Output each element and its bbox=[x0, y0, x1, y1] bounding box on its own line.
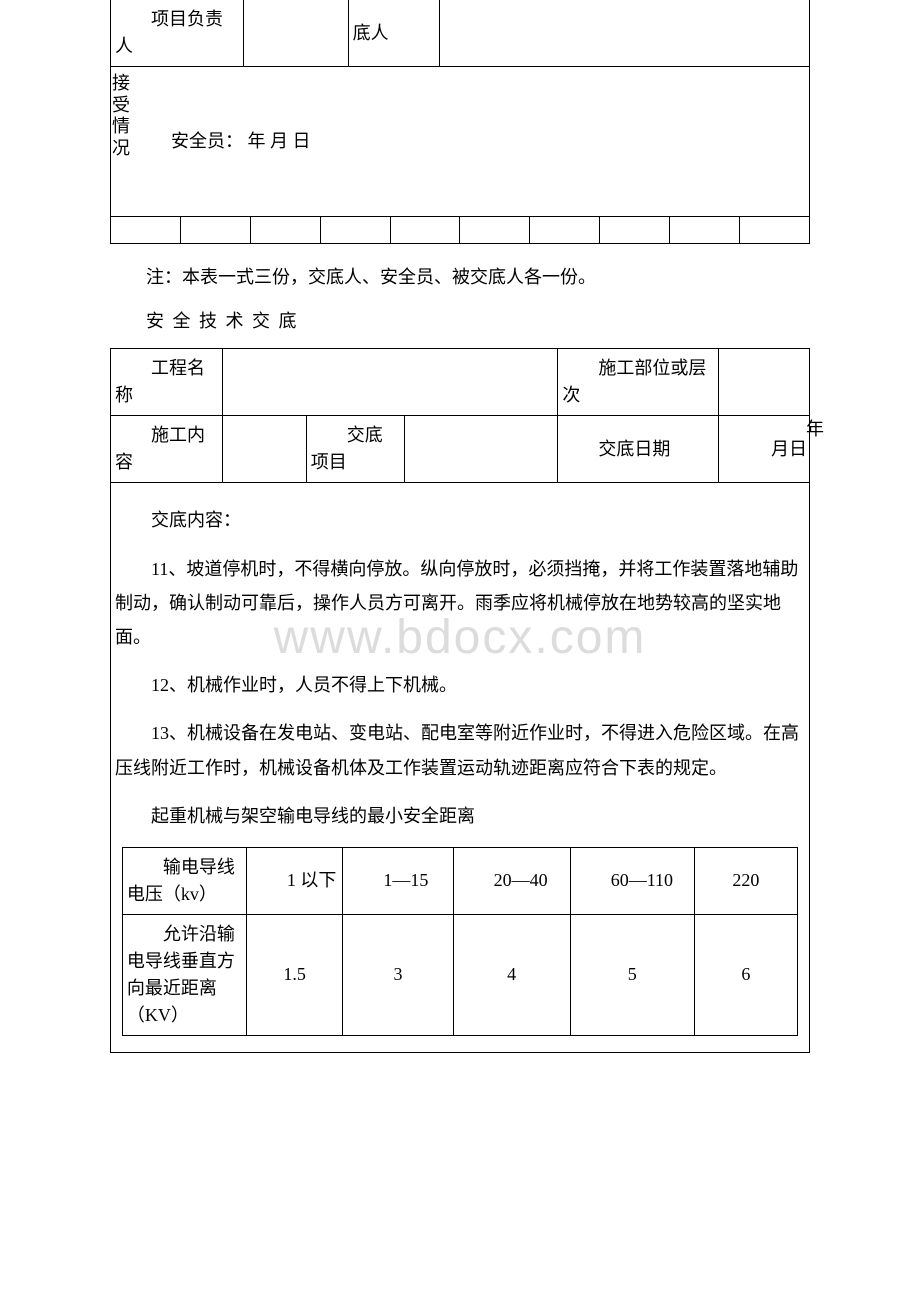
st-r2-c3: 4 bbox=[453, 914, 570, 1035]
content-p12: 12、机械作业时，人员不得上下机械。 bbox=[115, 668, 805, 702]
strip-cell-7 bbox=[530, 217, 600, 243]
bottom-strip-row bbox=[111, 217, 810, 244]
disclosure-item-label: 交底项目 bbox=[306, 416, 404, 483]
section-title: 安 全 技 术 交 底 bbox=[110, 304, 810, 338]
project-name-value bbox=[222, 349, 558, 416]
strip-cell-4 bbox=[320, 217, 390, 243]
st-r1-c5: 220 bbox=[694, 847, 797, 914]
st-r1-label: 输电导线电压（kv） bbox=[122, 847, 246, 914]
strip-cell-8 bbox=[600, 217, 670, 243]
content-p11: 11、坡道停机时，不得横向停放。纵向停放时，必须挡掩，并将工作装置落地辅助制动，… bbox=[115, 552, 805, 655]
strip-cell-5 bbox=[390, 217, 460, 243]
disclosure-date-value: 月日 bbox=[719, 416, 810, 483]
signature-cell: 接受情况 安全员： 年 月 日 bbox=[111, 67, 810, 217]
content-p13: 13、机械设备在发电站、变电站、配电室等附近作业时，不得进入危险区域。在高压线附… bbox=[115, 716, 805, 784]
clipped-left-column: 接受情况 bbox=[112, 73, 124, 159]
project-leader-value bbox=[243, 0, 348, 67]
st-r2-c1: 1.5 bbox=[246, 914, 342, 1035]
year-suffix-clipped: 年 bbox=[806, 415, 824, 441]
construction-part-value bbox=[719, 349, 810, 416]
st-r1-c4: 60—110 bbox=[570, 847, 694, 914]
strip-cell-1 bbox=[111, 217, 181, 243]
st-r2-c2: 3 bbox=[343, 914, 453, 1035]
content-table: 交底内容： 11、坡道停机时，不得横向停放。纵向停放时，必须挡掩，并将工作装置落… bbox=[110, 483, 810, 1053]
strip-cell-10 bbox=[739, 217, 809, 243]
disclosure-date-label: 交底日期 bbox=[558, 416, 719, 483]
project-info-table: 工程名称 施工部位或层次 施工内容 交底项目 交底日期 月日 bbox=[110, 348, 810, 483]
safety-distance-table: 输电导线电压（kv） 1 以下 1—15 20—40 60—110 220 允许… bbox=[122, 847, 798, 1036]
strip-cell-6 bbox=[460, 217, 530, 243]
bottom-person-value bbox=[439, 0, 810, 67]
project-leader-label: 项目负责人 bbox=[111, 0, 244, 67]
st-r1-c2: 1—15 bbox=[343, 847, 453, 914]
construction-part-label: 施工部位或层次 bbox=[558, 349, 719, 416]
st-r1-c3: 20—40 bbox=[453, 847, 570, 914]
construction-content-label: 施工内容 bbox=[111, 416, 223, 483]
st-r1-c1: 1 以下 bbox=[246, 847, 342, 914]
st-r2-c5: 6 bbox=[694, 914, 797, 1035]
strip-cell-9 bbox=[669, 217, 739, 243]
strip-cell-2 bbox=[181, 217, 251, 243]
note-text: 注：本表一式三份，交底人、安全员、被交底人各一份。 bbox=[110, 260, 810, 294]
strip-cell-3 bbox=[251, 217, 321, 243]
disclosure-item-value bbox=[404, 416, 558, 483]
top-signature-table: 项目负责人 底人 接受情况 安全员： 年 月 日 bbox=[110, 0, 810, 244]
safety-officer-signature: 安全员： 年 月 日 bbox=[115, 128, 805, 155]
construction-content-value bbox=[222, 416, 306, 483]
st-r2-label: 允许沿输电导线垂直方向最近距离（KV） bbox=[122, 914, 246, 1035]
disclosure-content-cell: 交底内容： 11、坡道停机时，不得横向停放。纵向停放时，必须挡掩，并将工作装置落… bbox=[111, 483, 810, 1052]
st-r2-c4: 5 bbox=[570, 914, 694, 1035]
project-name-label: 工程名称 bbox=[111, 349, 223, 416]
bottom-person-label: 底人 bbox=[348, 0, 439, 67]
subtable-title: 起重机械与架空输电导线的最小安全距离 bbox=[115, 799, 805, 833]
content-heading: 交底内容： bbox=[115, 503, 805, 537]
